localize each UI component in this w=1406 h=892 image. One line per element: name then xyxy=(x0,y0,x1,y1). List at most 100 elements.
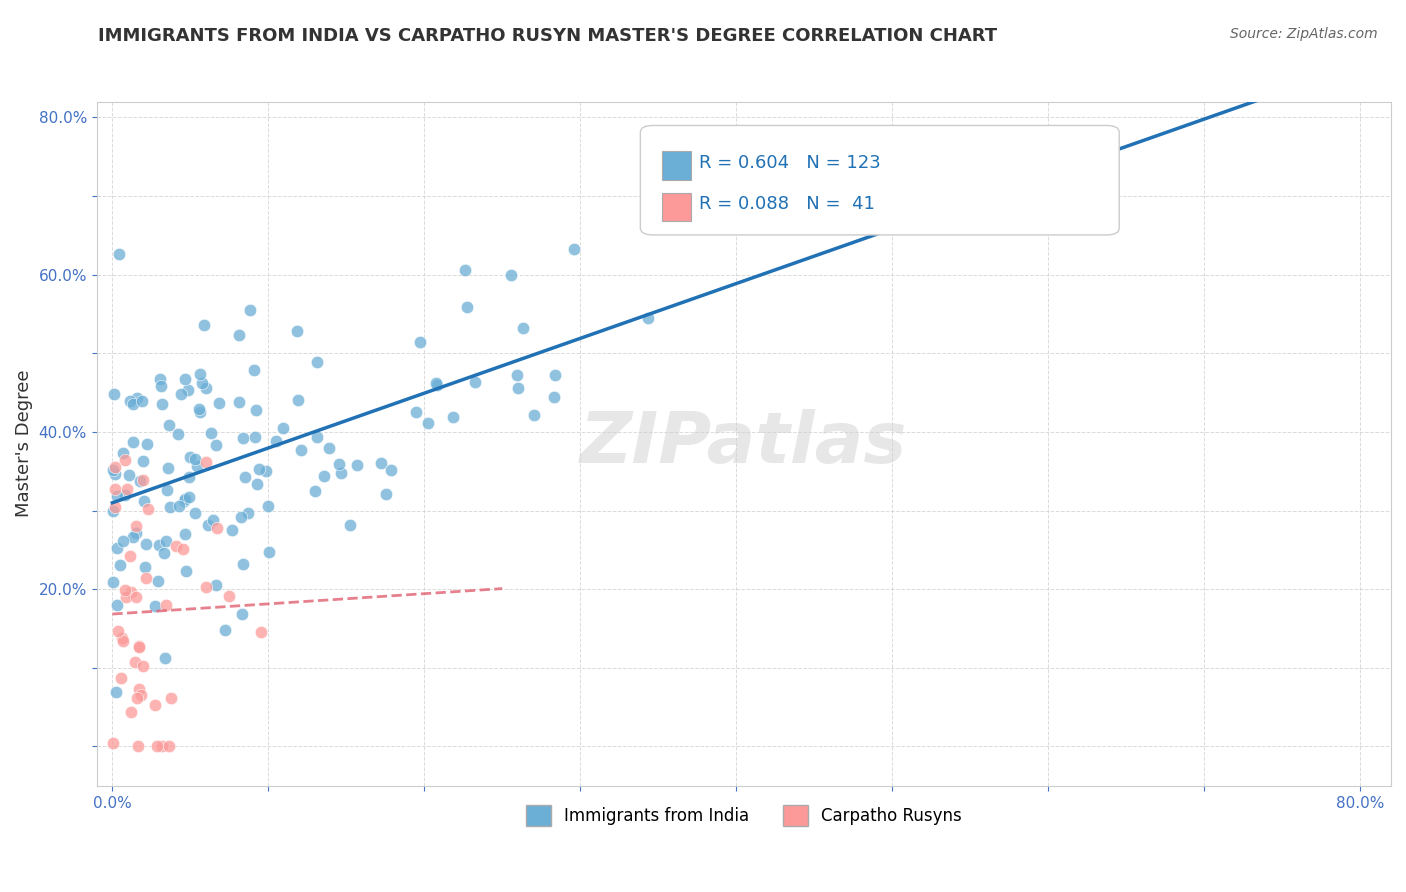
Point xyxy=(108,247,131,261)
Point xyxy=(125,519,148,533)
Point xyxy=(194,381,217,395)
Text: Source: ZipAtlas.com: Source: ZipAtlas.com xyxy=(1230,27,1378,41)
Point xyxy=(121,397,143,411)
Point xyxy=(111,533,134,548)
Text: R = 0.604   N = 123: R = 0.604 N = 123 xyxy=(699,154,880,172)
Point xyxy=(205,438,228,452)
Point xyxy=(508,381,530,395)
Point xyxy=(145,739,167,754)
Point xyxy=(174,564,197,578)
Point xyxy=(114,488,136,502)
Point xyxy=(159,739,181,754)
Point xyxy=(188,368,211,382)
Point xyxy=(104,482,127,496)
Point xyxy=(184,506,207,520)
Point xyxy=(239,303,262,318)
Point xyxy=(214,623,236,637)
Point xyxy=(229,510,252,524)
Point xyxy=(128,681,150,696)
Point xyxy=(177,491,200,505)
Point xyxy=(169,387,191,401)
Point xyxy=(105,489,128,503)
Point xyxy=(125,392,148,406)
Point xyxy=(114,453,136,467)
Point xyxy=(425,378,447,392)
Point xyxy=(127,739,149,754)
Y-axis label: Master's Degree: Master's Degree xyxy=(15,370,32,517)
Point xyxy=(247,462,270,476)
Point xyxy=(506,368,529,382)
Point xyxy=(143,599,166,613)
Point xyxy=(114,582,136,597)
Point xyxy=(329,467,352,481)
Point xyxy=(155,534,177,549)
FancyBboxPatch shape xyxy=(662,193,690,221)
Text: ZIPatlas: ZIPatlas xyxy=(581,409,908,478)
Point xyxy=(243,363,266,377)
Point xyxy=(287,392,309,407)
Point xyxy=(346,458,368,472)
Point xyxy=(544,368,567,383)
Point xyxy=(177,470,200,484)
Point xyxy=(250,624,273,639)
Point xyxy=(179,450,201,464)
Point xyxy=(339,518,361,533)
Point xyxy=(287,324,309,338)
Point xyxy=(165,539,187,553)
Point xyxy=(464,376,486,390)
Point xyxy=(167,500,190,514)
Point xyxy=(155,598,177,612)
Point xyxy=(172,541,194,556)
Point xyxy=(441,410,464,425)
Point xyxy=(121,434,143,449)
Point xyxy=(236,506,259,520)
Point xyxy=(160,691,183,706)
Point xyxy=(173,494,195,508)
Point xyxy=(208,396,231,410)
Point xyxy=(167,427,190,442)
Point xyxy=(104,460,127,475)
Point xyxy=(134,571,156,585)
Point xyxy=(254,464,277,478)
Point xyxy=(125,690,148,705)
Point xyxy=(125,590,148,604)
Text: IMMIGRANTS FROM INDIA VS CARPATHO RUSYN MASTER'S DEGREE CORRELATION CHART: IMMIGRANTS FROM INDIA VS CARPATHO RUSYN … xyxy=(98,27,997,45)
Point xyxy=(103,463,125,477)
Point xyxy=(174,492,197,507)
Point xyxy=(101,504,124,518)
Point xyxy=(328,457,350,471)
Point xyxy=(111,631,134,645)
Point xyxy=(304,484,326,499)
Point xyxy=(257,545,280,559)
Point xyxy=(312,469,335,483)
Point xyxy=(370,457,392,471)
Point xyxy=(111,634,134,648)
Point xyxy=(104,467,127,481)
Point xyxy=(186,459,208,474)
Point xyxy=(153,651,176,665)
Point xyxy=(197,518,219,533)
Point xyxy=(218,589,240,603)
Point xyxy=(264,434,287,448)
Point xyxy=(129,688,152,702)
Point xyxy=(128,475,150,489)
Point xyxy=(118,468,141,483)
Point xyxy=(307,430,329,444)
Point xyxy=(228,327,250,342)
Legend: Immigrants from India, Carpatho Rusyns: Immigrants from India, Carpatho Rusyns xyxy=(519,798,969,832)
Point xyxy=(231,607,253,621)
Point xyxy=(112,446,135,460)
Point xyxy=(183,451,205,466)
Point xyxy=(307,355,329,369)
Point xyxy=(110,671,132,685)
Point xyxy=(152,397,174,411)
Point xyxy=(849,168,872,182)
Point xyxy=(105,685,128,699)
Point xyxy=(374,487,396,501)
Point xyxy=(128,640,150,655)
Point xyxy=(125,525,148,540)
Point xyxy=(105,541,128,556)
Point xyxy=(233,469,256,483)
Point xyxy=(132,659,155,673)
Point xyxy=(135,537,157,551)
